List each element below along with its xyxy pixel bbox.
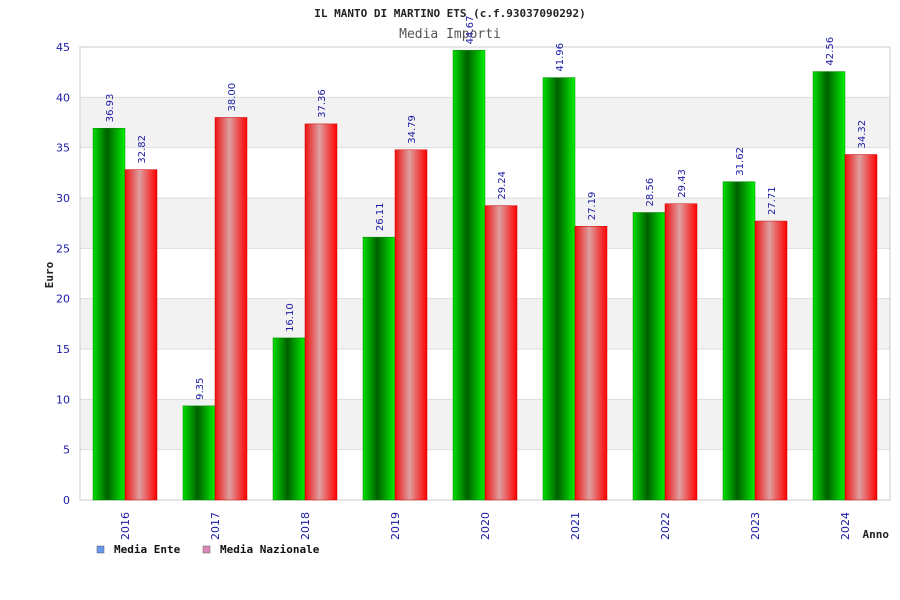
data-label: 31.62 [735, 147, 746, 176]
data-label: 16.10 [285, 303, 296, 332]
bar-media-nazionale-2024 [844, 154, 878, 501]
data-label: 32.82 [137, 135, 148, 164]
y-axis-label: Euro [43, 261, 56, 288]
legend-swatch-media-nazionale [202, 545, 211, 554]
bar-media-nazionale-2022 [664, 203, 698, 501]
x-tick-label: 2016 [119, 512, 132, 540]
x-tick-label: 2019 [389, 512, 402, 540]
x-tick-label: 2021 [569, 512, 582, 540]
bar-media-nazionale-2018 [304, 123, 338, 501]
data-label: 34.79 [407, 115, 418, 144]
data-labels: 36.93 32.82 9.35 38.00 16.10 37.36 26.11 34.79 4… [105, 16, 868, 400]
x-tick-label: 2020 [479, 512, 492, 540]
chart-subtitle: Media Importi [399, 27, 501, 42]
y-tick-label: 0 [63, 494, 70, 507]
data-label: 26.11 [375, 203, 386, 232]
y-tick-label: 5 [63, 444, 70, 457]
x-tick-label: 2018 [299, 512, 312, 540]
data-label: 9.35 [195, 378, 206, 400]
bar-media-ente-2022 [632, 212, 666, 501]
x-axis-label: Anno [863, 528, 890, 541]
x-tick-label: 2017 [209, 512, 222, 540]
x-tick-label: 2024 [839, 512, 852, 540]
data-label: 27.19 [587, 192, 598, 221]
y-tick-label: 40 [56, 91, 70, 104]
bar-media-ente-2023 [722, 181, 756, 501]
x-tick-label: 2023 [749, 512, 762, 540]
data-label: 44.67 [465, 16, 476, 45]
y-axis-ticks: 0 5 10 15 20 25 30 35 40 45 [56, 41, 70, 507]
data-label: 36.93 [105, 94, 116, 123]
bar-media-nazionale-2017 [214, 117, 248, 501]
bars [92, 50, 878, 501]
data-label: 37.36 [317, 89, 328, 118]
y-tick-label: 30 [56, 192, 70, 205]
bar-media-nazionale-2019 [394, 149, 428, 501]
data-label: 34.32 [857, 120, 868, 149]
data-label: 29.43 [677, 169, 688, 198]
bar-media-ente-2019 [362, 236, 396, 501]
chart-title: IL MANTO DI MARTINO ETS (c.f.93037090292… [314, 7, 586, 20]
legend-label-media-nazionale: Media Nazionale [220, 543, 320, 556]
y-tick-label: 35 [56, 142, 70, 155]
bar-media-ente-2020 [452, 50, 486, 501]
data-label: 41.96 [555, 43, 566, 72]
bar-media-nazionale-2016 [124, 169, 158, 501]
y-tick-label: 10 [56, 393, 70, 406]
data-label: 42.56 [825, 37, 836, 66]
legend-swatch-media-ente [96, 545, 105, 554]
bar-media-nazionale-2023 [754, 220, 788, 501]
bar-media-ente-2024 [812, 71, 846, 501]
bar-media-ente-2021 [542, 77, 576, 501]
legend-label-media-ente: Media Ente [114, 543, 181, 556]
y-tick-label: 20 [56, 293, 70, 306]
bar-media-ente-2016 [92, 127, 126, 501]
x-tick-label: 2022 [659, 512, 672, 540]
data-label: 38.00 [227, 83, 238, 112]
bar-media-nazionale-2020 [484, 205, 518, 501]
legend: Media Ente Media Nazionale [96, 543, 320, 556]
bar-media-ente-2017 [182, 405, 216, 501]
y-tick-label: 45 [56, 41, 70, 54]
data-label: 27.71 [767, 186, 778, 215]
y-tick-label: 25 [56, 242, 70, 255]
bar-media-nazionale-2021 [574, 226, 608, 501]
x-axis-ticks: 2016 2017 2018 2019 2020 2021 2022 2023 2024 [119, 512, 852, 540]
bar-media-ente-2018 [272, 337, 306, 501]
data-label: 28.56 [645, 178, 656, 207]
y-tick-label: 15 [56, 343, 70, 356]
data-label: 29.24 [497, 171, 508, 200]
